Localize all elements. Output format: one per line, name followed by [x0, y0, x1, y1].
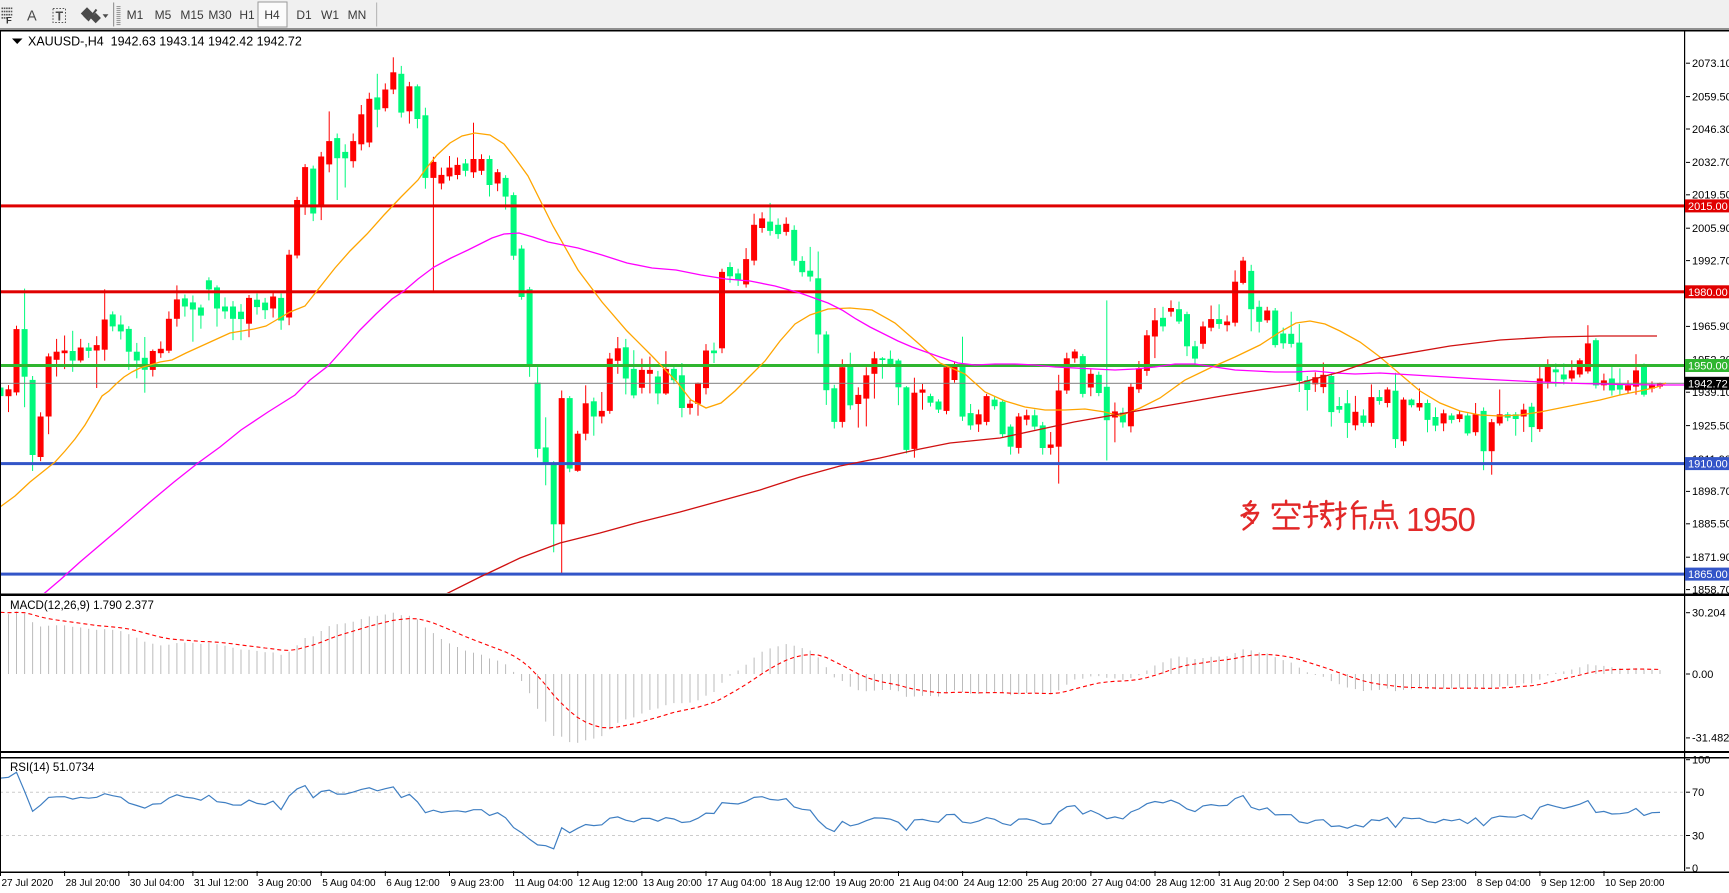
svg-text:17 Aug 04:00: 17 Aug 04:00: [707, 878, 766, 889]
svg-text:30.204: 30.204: [1692, 608, 1726, 620]
svg-text:2073.10: 2073.10: [1692, 58, 1729, 70]
svg-text:A: A: [27, 9, 37, 25]
svg-text:28 Jul 20:00: 28 Jul 20:00: [66, 878, 121, 889]
svg-text:27 Aug 04:00: 27 Aug 04:00: [1092, 878, 1151, 889]
svg-text:2019.50: 2019.50: [1692, 190, 1729, 202]
svg-text:XAUUSD-,H4 1942.63 1943.14 19: XAUUSD-,H4 1942.63 1943.14 1942.42 1942.…: [28, 35, 302, 49]
svg-text:25 Aug 20:00: 25 Aug 20:00: [1028, 878, 1087, 889]
svg-text:8 Sep 04:00: 8 Sep 04:00: [1477, 878, 1531, 889]
svg-text:M30: M30: [208, 8, 232, 22]
svg-text:1865.00: 1865.00: [1688, 569, 1728, 581]
svg-text:2059.50: 2059.50: [1692, 91, 1729, 103]
svg-text:1885.50: 1885.50: [1692, 519, 1729, 531]
svg-text:9 Aug 23:00: 9 Aug 23:00: [451, 878, 505, 889]
svg-text:0.00: 0.00: [1692, 669, 1713, 681]
svg-text:1910.00: 1910.00: [1688, 459, 1728, 471]
svg-text:24 Aug 12:00: 24 Aug 12:00: [964, 878, 1023, 889]
svg-text:13 Aug 20:00: 13 Aug 20:00: [643, 878, 702, 889]
svg-text:W1: W1: [321, 8, 339, 22]
svg-text:1858.70: 1858.70: [1692, 584, 1729, 596]
svg-text:1980.00: 1980.00: [1688, 287, 1728, 299]
svg-text:100: 100: [1692, 755, 1710, 767]
svg-text:1925.50: 1925.50: [1692, 420, 1729, 432]
svg-text:19 Aug 20:00: 19 Aug 20:00: [835, 878, 894, 889]
svg-text:RSI(14) 51.0734: RSI(14) 51.0734: [10, 762, 95, 774]
svg-text:21 Aug 04:00: 21 Aug 04:00: [900, 878, 959, 889]
svg-text:2015.00: 2015.00: [1688, 201, 1728, 213]
svg-text:1942.72: 1942.72: [1688, 378, 1728, 390]
svg-text:27 Jul 2020: 27 Jul 2020: [2, 878, 54, 889]
svg-text:H4: H4: [264, 8, 280, 22]
svg-text:1950: 1950: [1406, 501, 1475, 538]
svg-text:9 Sep 12:00: 9 Sep 12:00: [1541, 878, 1595, 889]
svg-text:6 Sep 23:00: 6 Sep 23:00: [1413, 878, 1467, 889]
svg-text:F: F: [6, 16, 12, 27]
svg-text:D1: D1: [296, 8, 312, 22]
svg-text:18 Aug 12:00: 18 Aug 12:00: [771, 878, 830, 889]
svg-text:3 Aug 20:00: 3 Aug 20:00: [258, 878, 312, 889]
svg-text:5 Aug 04:00: 5 Aug 04:00: [322, 878, 376, 889]
svg-text:3 Sep 12:00: 3 Sep 12:00: [1348, 878, 1402, 889]
svg-text:1965.90: 1965.90: [1692, 321, 1729, 333]
svg-text:MN: MN: [348, 8, 367, 22]
svg-text:12 Aug 12:00: 12 Aug 12:00: [579, 878, 638, 889]
svg-text:10 Sep 20:00: 10 Sep 20:00: [1605, 878, 1665, 889]
svg-text:T: T: [56, 10, 64, 24]
svg-text:2005.90: 2005.90: [1692, 223, 1729, 235]
svg-text:2032.70: 2032.70: [1692, 157, 1729, 169]
svg-text:1939.10: 1939.10: [1692, 387, 1729, 399]
svg-text:1950.00: 1950.00: [1688, 361, 1728, 373]
svg-text:H1: H1: [239, 8, 255, 22]
svg-text:31 Aug 20:00: 31 Aug 20:00: [1220, 878, 1279, 889]
svg-text:28 Aug 12:00: 28 Aug 12:00: [1156, 878, 1215, 889]
svg-text:30 Jul 04:00: 30 Jul 04:00: [130, 878, 185, 889]
svg-text:6 Aug 12:00: 6 Aug 12:00: [386, 878, 440, 889]
svg-text:1898.70: 1898.70: [1692, 486, 1729, 498]
svg-text:M15: M15: [180, 8, 204, 22]
svg-text:31 Jul 12:00: 31 Jul 12:00: [194, 878, 249, 889]
svg-text:MACD(12,26,9) 1.790 2.377: MACD(12,26,9) 1.790 2.377: [10, 600, 154, 612]
svg-text:-31.482: -31.482: [1692, 733, 1729, 745]
svg-text:2046.30: 2046.30: [1692, 124, 1729, 136]
svg-text:11 Aug 04:00: 11 Aug 04:00: [515, 878, 574, 889]
svg-text:M1: M1: [127, 8, 144, 22]
svg-text:1871.90: 1871.90: [1692, 552, 1729, 564]
svg-text:2 Sep 04:00: 2 Sep 04:00: [1284, 878, 1338, 889]
svg-text:30: 30: [1692, 830, 1704, 842]
svg-text:0: 0: [1692, 863, 1698, 875]
svg-text:70: 70: [1692, 787, 1704, 799]
svg-text:1992.70: 1992.70: [1692, 255, 1729, 267]
svg-text:M5: M5: [155, 8, 172, 22]
